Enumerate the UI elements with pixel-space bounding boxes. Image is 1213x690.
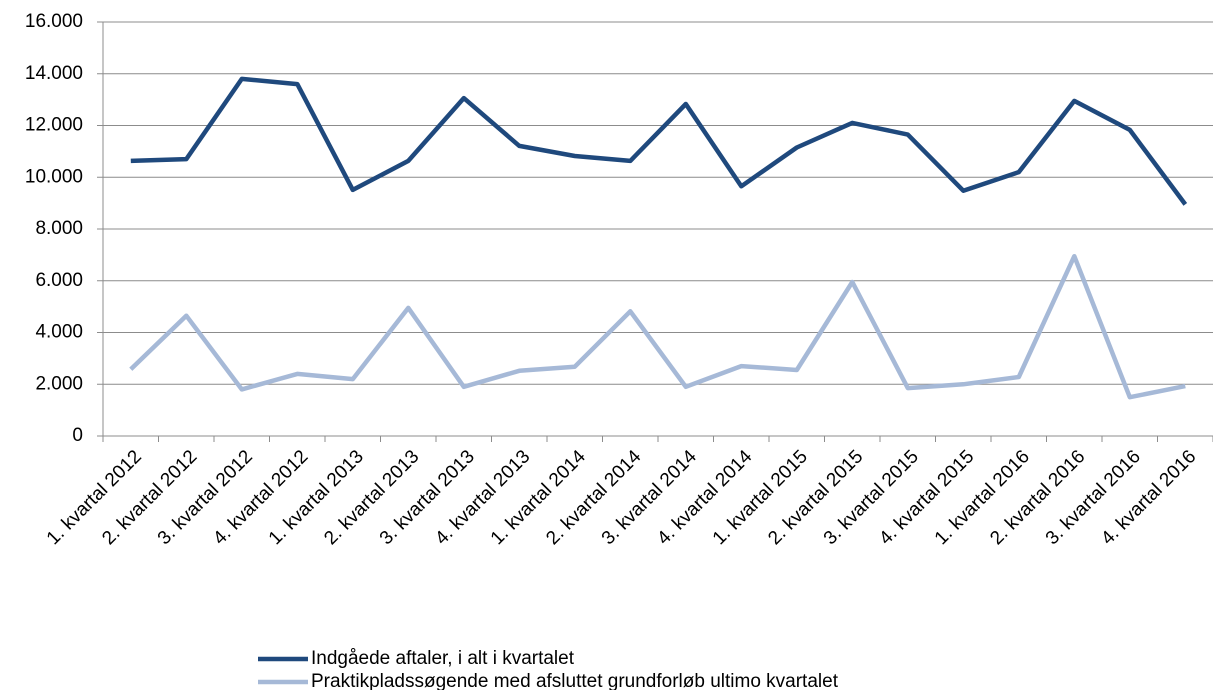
- x-tick-label: 3. kvartal 2014: [598, 446, 701, 549]
- x-tick-label: 2. kvartal 2016: [986, 446, 1089, 549]
- x-tick-label: 4. kvartal 2013: [431, 446, 534, 549]
- y-tick-label: 6.000: [35, 270, 83, 291]
- x-tick-label: 2. kvartal 2012: [98, 446, 201, 549]
- y-tick-label: 8.000: [35, 218, 83, 239]
- y-tick-label: 12.000: [25, 115, 83, 136]
- x-tick-label: 1. kvartal 2014: [487, 446, 590, 549]
- series-line: [130, 76, 1188, 206]
- x-tick-label: 3. kvartal 2015: [820, 446, 923, 549]
- x-tick-label: 4. kvartal 2016: [1097, 446, 1200, 549]
- x-tick-label: 2. kvartal 2013: [320, 446, 423, 549]
- x-tick-label: 3. kvartal 2016: [1042, 446, 1145, 549]
- y-tick-label: 0: [72, 425, 83, 446]
- x-tick-label: 1. kvartal 2016: [931, 446, 1034, 549]
- legend-label: Indgåede aftaler, i alt i kvartalet: [311, 648, 575, 669]
- x-tick-label: 1. kvartal 2015: [709, 446, 812, 549]
- x-tick-label: 1. kvartal 2012: [43, 446, 146, 549]
- y-tick-label: 2.000: [35, 373, 83, 394]
- y-tick-label: 16.000: [25, 11, 83, 32]
- x-tick-label: 4. kvartal 2012: [209, 446, 312, 549]
- x-tick-label: 3. kvartal 2012: [154, 446, 257, 549]
- y-tick-label: 14.000: [25, 63, 83, 84]
- x-tick-label: 3. kvartal 2013: [376, 446, 479, 549]
- legend-label: Praktikpladssøgende med afsluttet grundf…: [311, 671, 839, 690]
- x-tick-label: 1. kvartal 2013: [265, 446, 368, 549]
- y-tick-label: 10.000: [25, 166, 83, 187]
- y-tick-label: 4.000: [35, 322, 83, 343]
- x-tick-label: 2. kvartal 2015: [764, 446, 867, 549]
- x-tick-label: 4. kvartal 2015: [875, 446, 978, 549]
- x-tick-label: 2. kvartal 2014: [542, 446, 645, 549]
- x-tick-label: 4. kvartal 2014: [653, 446, 756, 549]
- series-line: [129, 253, 1186, 400]
